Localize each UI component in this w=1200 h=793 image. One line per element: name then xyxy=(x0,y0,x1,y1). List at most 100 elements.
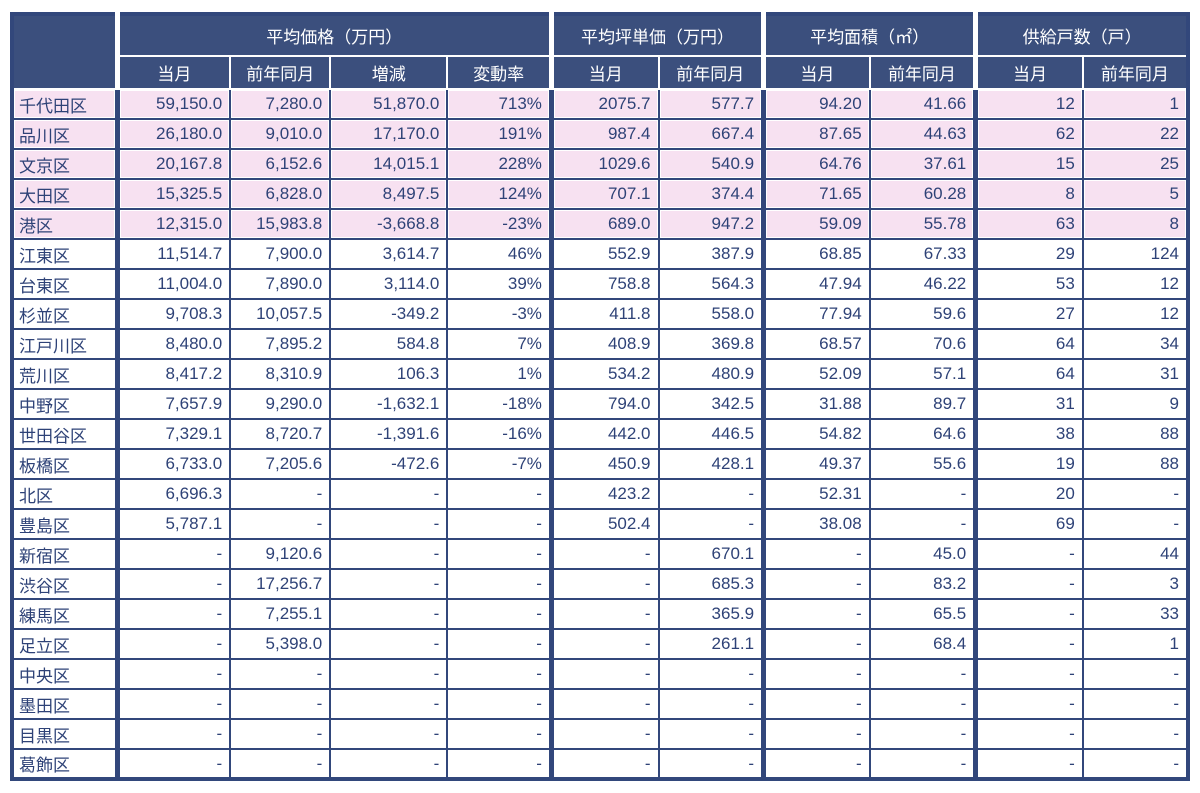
value-cell: 6,828.0 xyxy=(229,178,332,210)
value-cell: 29 xyxy=(973,238,1084,270)
value-cell: 59.09 xyxy=(761,208,871,240)
value-cell: - xyxy=(329,598,449,630)
ward-name-cell: 豊島区 xyxy=(10,508,119,540)
value-cell: 46.22 xyxy=(868,268,977,300)
value-cell: - xyxy=(114,688,232,720)
value-cell: - xyxy=(329,628,449,660)
value-cell: 11,514.7 xyxy=(114,238,232,270)
value-cell: 65.5 xyxy=(868,598,977,630)
value-cell: 17,170.0 xyxy=(329,118,449,150)
table-row: 目黒区 - - - - - - - - - - xyxy=(10,718,1190,750)
value-cell: 374.4 xyxy=(657,178,765,210)
value-cell: - xyxy=(329,508,449,540)
table-row: 江東区 11,514.7 7,900.0 3,614.7 46% 552.9 387.9 68… xyxy=(10,238,1190,270)
table-row: 渋谷区 -17,256.7- - -685.3-83.2-3 xyxy=(10,568,1190,600)
table-row: 杉並区 9,708.3 10,057.5 -349.2 -3% 411.8 558.0 77.… xyxy=(10,298,1190,330)
value-cell: 1029.6 xyxy=(548,148,660,180)
col-header-tsubo-prev-year: 前年同月 xyxy=(657,55,765,90)
table-header: 平均価格（万円） 平均坪単価（万円） 平均面積（㎡） 供給戸数（戸） 当月 前年… xyxy=(10,13,1190,90)
ward-name-cell: 新宿区 xyxy=(10,538,119,570)
value-cell: - xyxy=(446,718,553,750)
value-cell: - xyxy=(446,598,553,630)
value-cell: - xyxy=(761,658,871,690)
ward-name-cell: 板橋区 xyxy=(10,448,119,480)
table-row: 豊島区 5,787.1- - -502.4-38.08-69- xyxy=(10,508,1190,540)
value-cell: 9 xyxy=(1081,388,1190,420)
value-cell: 5 xyxy=(1081,178,1190,210)
value-cell: 8,497.5 xyxy=(329,178,449,210)
ward-name-cell: 文京区 xyxy=(10,148,119,180)
value-cell: - xyxy=(761,748,871,780)
value-cell: - xyxy=(229,688,332,720)
value-cell: 8 xyxy=(1081,208,1190,240)
table-row: 千代田区 59,150.0 7,280.0 51,870.0 713% 2075.7 577… xyxy=(10,88,1190,120)
ward-name-cell: 足立区 xyxy=(10,628,119,660)
value-cell: - xyxy=(868,688,977,720)
value-cell: 564.3 xyxy=(657,268,765,300)
value-cell: - xyxy=(657,718,765,750)
value-cell: - xyxy=(973,598,1084,630)
value-cell: 6,696.3 xyxy=(114,478,232,510)
value-cell: - xyxy=(761,628,871,660)
value-cell: 8,720.7 xyxy=(229,418,332,450)
ward-name-cell: 台東区 xyxy=(10,268,119,300)
value-cell: 667.4 xyxy=(657,118,765,150)
value-cell: - xyxy=(761,538,871,570)
table-row: 足立区 -5,398.0- - -261.1-68.4-1 xyxy=(10,628,1190,660)
ward-name-cell: 大田区 xyxy=(10,178,119,210)
value-cell: -23% xyxy=(446,208,553,240)
value-cell: 89.7 xyxy=(868,388,977,420)
value-cell: 428.1 xyxy=(657,448,765,480)
value-cell: - xyxy=(657,688,765,720)
value-cell: - xyxy=(1081,748,1190,780)
value-cell: 7,255.1 xyxy=(229,598,332,630)
col-header-price-change: 増減 xyxy=(329,55,449,90)
value-cell: - xyxy=(114,568,232,600)
value-cell: 5,787.1 xyxy=(114,508,232,540)
value-cell: 55.78 xyxy=(868,208,977,240)
value-cell: - xyxy=(868,748,977,780)
value-cell: 423.2 xyxy=(548,478,660,510)
value-cell: 1% xyxy=(446,358,553,390)
col-header-units-current-month: 当月 xyxy=(973,55,1084,90)
value-cell: - xyxy=(329,658,449,690)
value-cell: - xyxy=(329,568,449,600)
value-cell: - xyxy=(446,628,553,660)
col-header-price-change-rate: 変動率 xyxy=(446,55,553,90)
value-cell: - xyxy=(229,478,332,510)
value-cell: 41.66 xyxy=(868,88,977,120)
value-cell: - xyxy=(229,748,332,780)
value-cell: - xyxy=(114,628,232,660)
value-cell: 442.0 xyxy=(548,418,660,450)
value-cell: 19 xyxy=(973,448,1084,480)
value-cell: 44.63 xyxy=(868,118,977,150)
value-cell: 7,895.2 xyxy=(229,328,332,360)
value-cell: 51,870.0 xyxy=(329,88,449,120)
ward-name-cell: 江戸川区 xyxy=(10,328,119,360)
table-row: 文京区 20,167.8 6,152.6 14,015.1 228% 1029.6 540.… xyxy=(10,148,1190,180)
value-cell: - xyxy=(329,688,449,720)
value-cell: - xyxy=(329,478,449,510)
table-row: 中央区 - - - - - - - - - - xyxy=(10,658,1190,690)
col-header-units-prev-year: 前年同月 xyxy=(1081,55,1190,90)
table-row: 荒川区 8,417.2 8,310.9 106.3 1% 534.2 480.9 52.09 5… xyxy=(10,358,1190,390)
value-cell: 228% xyxy=(446,148,553,180)
value-cell: -3,668.8 xyxy=(329,208,449,240)
value-cell: 6,733.0 xyxy=(114,448,232,480)
value-cell: - xyxy=(229,508,332,540)
value-cell: 670.1 xyxy=(657,538,765,570)
value-cell: 261.1 xyxy=(657,628,765,660)
table-row: 大田区 15,325.5 6,828.0 8,497.5 124% 707.1 374.4 7… xyxy=(10,178,1190,210)
value-cell: 68.85 xyxy=(761,238,871,270)
sub-header-row: 当月 前年同月 増減 変動率 当月 前年同月 当月 前年同月 当月 前年同月 xyxy=(12,55,1190,90)
value-cell: 6,152.6 xyxy=(229,148,332,180)
ward-name-cell: 中野区 xyxy=(10,388,119,420)
value-cell: - xyxy=(114,658,232,690)
table-row: 台東区 11,004.0 7,890.0 3,114.0 39% 758.8 564.3 47… xyxy=(10,268,1190,300)
value-cell: 1 xyxy=(1081,88,1190,120)
value-cell: 9,010.0 xyxy=(229,118,332,150)
value-cell: - xyxy=(973,538,1084,570)
value-cell: - xyxy=(657,748,765,780)
value-cell: 365.9 xyxy=(657,598,765,630)
